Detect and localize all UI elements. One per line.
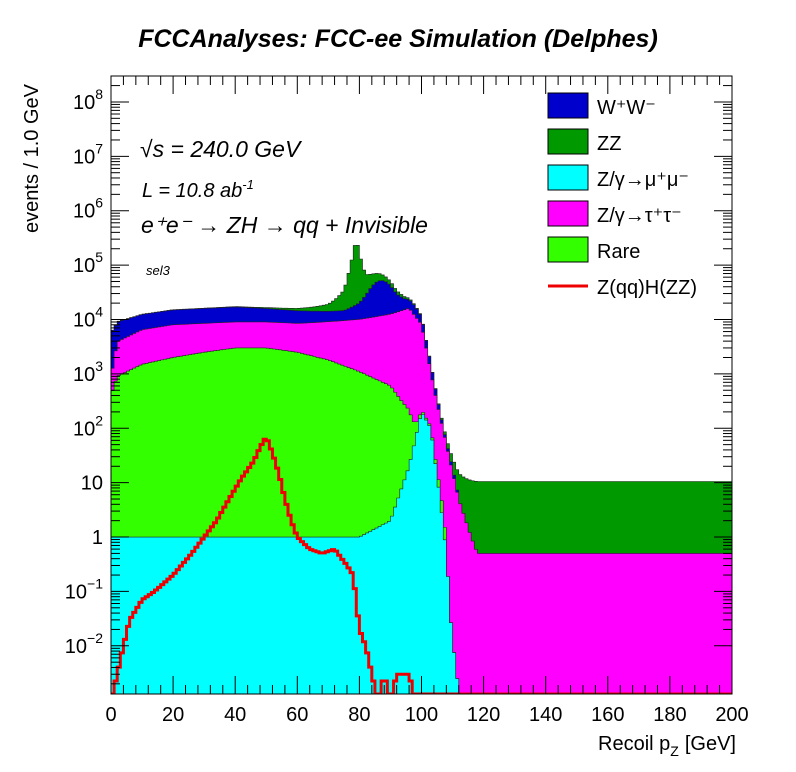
legend-swatch [547, 128, 589, 155]
x-tick-label: 200 [715, 704, 748, 726]
x-tick-label: 160 [591, 704, 624, 726]
legend-swatch [547, 200, 589, 227]
axis-ticks: 0 20 40 60 80 100 120 140 160 180 200 10−2 10−1 1 10 10… [65, 75, 749, 726]
series-layer [111, 244, 732, 694]
legend-entry-3: Z/γ→τ⁺τ⁻ [547, 200, 682, 227]
annotation-selection: sel3 [146, 263, 171, 278]
legend-label: W⁺W⁻ [597, 97, 656, 119]
legend-label: Z/γ→μ⁺μ⁻ [597, 169, 689, 191]
x-tick-label: 40 [224, 704, 246, 726]
y-tick-label: 10 [81, 473, 103, 495]
series-fill-2 [111, 414, 732, 694]
x-tick-label: 140 [529, 704, 562, 726]
y-tick-label: 102 [73, 412, 103, 440]
y-tick-label: 1 [92, 527, 103, 549]
x-tick-label: 0 [105, 704, 116, 726]
y-tick-label: 10−1 [65, 575, 103, 603]
legend: W⁺W⁻ ZZ Z/γ→μ⁺μ⁻ Z/γ→τ⁺τ⁻ Rare Z(qq)H(ZZ) [547, 92, 697, 299]
y-tick-label: 105 [73, 249, 103, 277]
y-tick-label: 103 [73, 358, 103, 386]
signal-line [111, 437, 732, 694]
legend-label: Z/γ→τ⁺τ⁻ [597, 205, 682, 227]
x-tick-label: 120 [467, 704, 500, 726]
x-tick-label: 180 [653, 704, 686, 726]
x-tick-label: 20 [162, 704, 184, 726]
legend-entry-2: Z/γ→μ⁺μ⁻ [547, 164, 689, 191]
legend-entry-1: ZZ [547, 128, 621, 155]
legend-label: ZZ [597, 133, 621, 155]
legend-swatch [547, 236, 589, 263]
legend-entry-0: W⁺W⁻ [547, 92, 656, 119]
annotation-luminosity: L = 10.8 ab-1 [142, 177, 254, 202]
chart-title: FCCAnalyses: FCC-ee Simulation (Delphes) [138, 25, 658, 53]
x-tick-label: 80 [348, 704, 370, 726]
y-tick-label: 104 [73, 303, 103, 331]
y-tick-label: 108 [73, 86, 103, 114]
y-tick-label: 106 [73, 195, 103, 223]
legend-label: Rare [597, 241, 640, 263]
annotation-sqrt-s: √s = 240.0 GeV [140, 136, 303, 162]
x-axis-label: Recoil pZ [GeV] [598, 733, 736, 759]
legend-entry-4: Rare [547, 236, 640, 263]
annotation-process: e⁺e⁻ → ZH → qq + Invisible [141, 212, 428, 238]
legend-swatch [547, 92, 589, 119]
y-tick-label: 107 [73, 140, 103, 168]
legend-entry-5: Z(qq)H(ZZ) [548, 277, 697, 299]
x-tick-label: 100 [405, 704, 438, 726]
legend-label: Z(qq)H(ZZ) [597, 277, 697, 299]
y-axis-label: events / 1.0 GeV [21, 83, 43, 233]
x-tick-label: 60 [286, 704, 308, 726]
y-tick-label: 10−2 [65, 630, 103, 658]
legend-swatch [547, 164, 589, 191]
